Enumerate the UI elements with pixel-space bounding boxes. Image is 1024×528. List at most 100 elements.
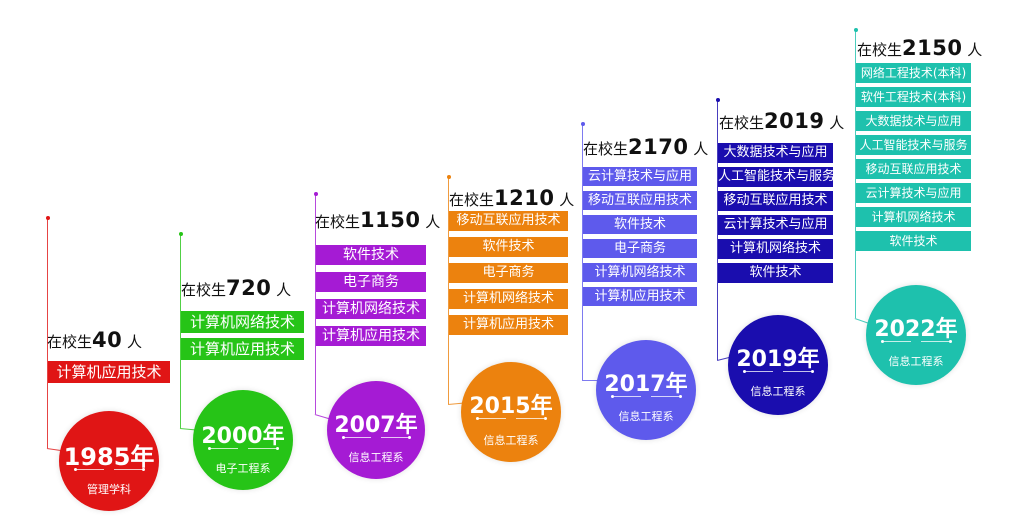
student-count: 在校生40 人 xyxy=(47,330,142,351)
student-count-number: 2019 xyxy=(764,109,825,133)
student-count-number: 40 xyxy=(92,328,123,352)
student-count: 在校生2170 人 xyxy=(583,137,708,158)
circle-tick xyxy=(476,417,479,420)
circle-tick xyxy=(208,447,211,450)
timeline-line xyxy=(47,218,48,448)
major-item: 人工智能技术与服务 xyxy=(856,135,971,155)
circle-divider xyxy=(114,469,142,470)
year-circle: 2015年信息工程系 xyxy=(461,362,561,462)
timeline-dot xyxy=(580,122,585,126)
student-count-prefix: 在校生 xyxy=(449,191,495,209)
major-item: 软件技术 xyxy=(449,237,568,257)
circle-divider xyxy=(745,371,773,372)
student-count-prefix: 在校生 xyxy=(181,281,227,299)
department-label: 信息工程系 xyxy=(888,355,944,368)
student-count: 在校生720 人 xyxy=(181,278,291,299)
major-item: 电子商务 xyxy=(449,263,568,283)
major-item: 计算机网络技术 xyxy=(856,207,971,227)
timeline-line xyxy=(180,234,181,428)
major-item: 电子商务 xyxy=(316,272,426,292)
major-item: 移动互联应用技术 xyxy=(449,211,568,231)
circle-divider xyxy=(76,469,104,470)
year-circle: 2019年信息工程系 xyxy=(728,315,828,415)
student-count-prefix: 在校生 xyxy=(583,140,629,158)
year-label: 2007年 xyxy=(334,413,418,438)
year-circle: 2000年 电子工程系 xyxy=(193,390,293,490)
circle-tick xyxy=(948,340,952,343)
circle-tick xyxy=(611,395,614,398)
student-count-prefix: 在校生 xyxy=(315,213,361,231)
student-count-suffix: 人 xyxy=(554,191,575,209)
timeline-line xyxy=(855,30,856,318)
major-item: 计算机网络技术 xyxy=(181,311,304,333)
department-label: 信息工程系 xyxy=(618,410,674,423)
timeline-line xyxy=(582,124,583,380)
major-item: 计算机应用技术 xyxy=(583,287,697,306)
major-item: 计算机网络技术 xyxy=(316,299,426,319)
year-label: 2022年 xyxy=(874,317,958,342)
timeline-line xyxy=(315,194,316,414)
major-item: 计算机应用技术 xyxy=(316,326,426,346)
student-count: 在校生2150 人 xyxy=(857,38,982,59)
major-item: 软件工程技术(本科) xyxy=(856,87,971,107)
circle-divider xyxy=(344,437,372,438)
timeline-dot xyxy=(715,98,720,102)
student-count-prefix: 在校生 xyxy=(719,114,765,132)
circle-tick xyxy=(74,468,77,471)
major-item: 云计算技术与应用 xyxy=(583,167,697,186)
circle-divider xyxy=(613,396,641,397)
year-circle: 1985年 管理学科 xyxy=(59,411,159,511)
circle-tick xyxy=(275,447,279,450)
circle-tick xyxy=(407,436,411,439)
major-item: 计算机应用技术 xyxy=(48,361,170,383)
year-circle: 2007年 信息工程系 xyxy=(327,381,425,479)
circle-divider xyxy=(883,341,911,342)
department-label: 电子工程系 xyxy=(215,462,271,475)
timeline-dot xyxy=(446,175,451,179)
student-count-suffix: 人 xyxy=(271,281,292,299)
student-count-suffix: 人 xyxy=(122,333,143,351)
student-count-number: 2170 xyxy=(628,135,689,159)
student-count-suffix: 人 xyxy=(824,114,845,132)
student-count-suffix: 人 xyxy=(688,140,709,158)
year-label: 2019年 xyxy=(736,347,820,372)
student-count-suffix: 人 xyxy=(962,41,983,59)
department-label: 信息工程系 xyxy=(483,434,539,447)
major-item: 云计算技术与应用 xyxy=(718,215,833,235)
major-item: 人工智能技术与服务 xyxy=(718,167,833,187)
major-item: 移动互联应用技术 xyxy=(856,159,971,179)
student-count-prefix: 在校生 xyxy=(857,41,903,59)
student-count: 在校生1150 人 xyxy=(315,210,440,231)
major-item: 大数据技术与应用 xyxy=(718,143,833,163)
circle-tick xyxy=(543,417,547,420)
circle-divider xyxy=(516,418,544,419)
circle-tick xyxy=(743,370,746,373)
major-item: 计算机应用技术 xyxy=(181,338,304,360)
student-count-number: 1150 xyxy=(360,208,421,232)
major-item: 大数据技术与应用 xyxy=(856,111,971,131)
timeline-connector xyxy=(582,380,605,381)
circle-divider xyxy=(210,448,238,449)
student-count-number: 2150 xyxy=(902,36,963,60)
circle-tick xyxy=(141,468,145,471)
year-label: 1985年 xyxy=(63,443,155,471)
circle-divider xyxy=(380,437,408,438)
student-count-suffix: 人 xyxy=(420,213,441,231)
timeline-dot xyxy=(178,232,183,236)
major-item: 软件技术 xyxy=(856,231,971,251)
timeline-line xyxy=(448,177,449,404)
timeline-dot xyxy=(313,192,318,196)
major-item: 网络工程技术(本科) xyxy=(856,63,971,83)
timeline-dot xyxy=(45,216,50,220)
student-count-number: 720 xyxy=(226,276,272,300)
department-label: 信息工程系 xyxy=(750,385,806,398)
year-label: 2015年 xyxy=(469,394,553,419)
major-item: 移动互联应用技术 xyxy=(718,191,833,211)
timeline-line xyxy=(717,100,718,360)
circle-tick xyxy=(810,370,814,373)
major-item: 移动互联应用技术 xyxy=(583,191,697,210)
circle-tick xyxy=(341,436,345,439)
circle-divider xyxy=(783,371,811,372)
circle-divider xyxy=(921,341,949,342)
major-item: 计算机网络技术 xyxy=(583,263,697,282)
